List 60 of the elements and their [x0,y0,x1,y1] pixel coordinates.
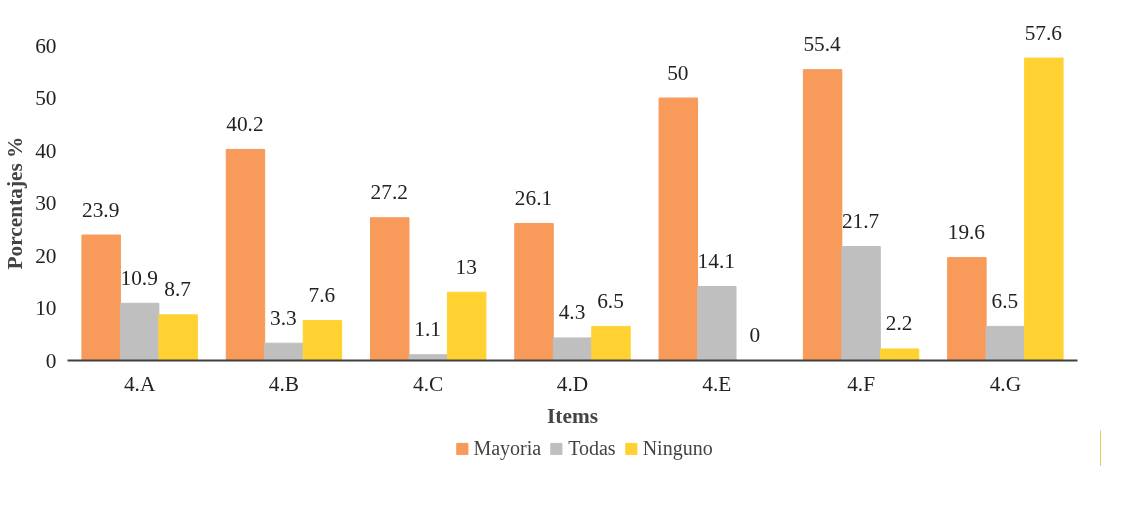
data-label: 4.3 [558,300,586,326]
bar [408,354,448,361]
bar [802,69,843,361]
bar [658,97,699,361]
y-tick-label: 30 [35,191,57,215]
data-label: 0 [749,323,761,348]
data-label: 6.5 [597,288,624,314]
data-label: 13 [455,254,477,280]
bar [947,257,987,361]
x-axis-title: Items [547,403,598,428]
x-tick-label: 4.G [989,371,1022,396]
x-tick-label: 4.B [268,371,300,396]
data-label: 14.1 [697,248,735,274]
bar [514,222,554,361]
y-tick-label: 60 [35,33,57,58]
legend-label: Ninguno [642,436,713,460]
data-label: 7.6 [308,283,336,309]
legend-label: Todas [568,436,616,460]
x-tick-label: 4.A [123,371,156,396]
bar [985,325,1026,361]
bar [879,348,920,361]
bar [1024,57,1064,361]
bar [81,234,121,361]
data-label: 8.7 [164,277,191,303]
bar [302,320,343,361]
y-axis-title: Porcentajes % [3,136,28,270]
y-tick-label: 10 [35,296,57,320]
x-tick-label: 4.E [702,371,732,396]
bar [370,217,410,361]
data-label: 2.2 [885,311,913,337]
y-tick-label: 20 [35,243,57,268]
data-label: 50 [667,60,689,86]
data-label: 3.3 [270,305,297,331]
data-label: 55.4 [803,32,841,58]
data-label: 6.5 [991,288,1019,314]
x-tick-label: 4.C [413,371,444,396]
bar [119,302,160,361]
bar [697,285,737,361]
y-tick-label: 50 [35,86,57,110]
bar [225,148,266,361]
data-label: 57.6 [1024,20,1062,46]
bar [446,291,487,361]
bar [841,246,881,361]
data-label: 23.9 [81,197,120,223]
data-label: 40.2 [226,111,264,137]
y-tick-label: 40 [35,138,57,163]
x-tick-label: 4.F [847,371,876,396]
y-tick-label: 0 [45,348,57,373]
x-tick-label: 4.D [556,371,589,396]
bar [158,314,198,361]
data-label: 1.1 [414,317,442,343]
data-label: 19.6 [947,220,986,246]
bar [552,337,593,361]
bar [591,325,631,361]
legend-label: Mayoria [473,436,542,460]
data-label: 26.1 [514,185,553,211]
bar [264,342,304,361]
data-label: 21.7 [841,209,880,235]
data-label: 10.9 [120,265,158,291]
data-label: 27.2 [370,180,408,206]
